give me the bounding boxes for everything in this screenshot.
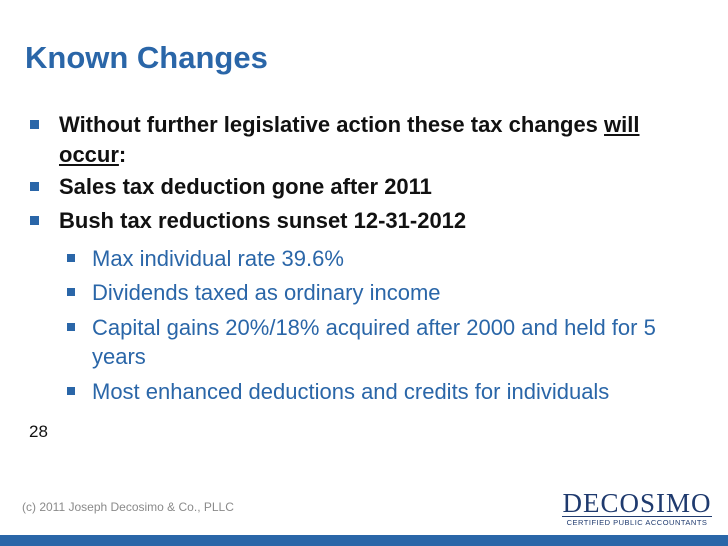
- sub-bullet-text: Max individual rate 39.6%: [92, 246, 344, 271]
- bottom-accent-bar: [0, 535, 728, 546]
- bullet-square-icon: [30, 216, 39, 225]
- bullet-square-icon: [30, 120, 39, 129]
- footer-copyright: (c) 2011 Joseph Decosimo & Co., PLLC: [22, 500, 234, 514]
- sub-bullet-square-icon: [67, 387, 75, 395]
- sub-bullet-item: Dividends taxed as ordinary income: [67, 278, 682, 307]
- sub-bullet-square-icon: [67, 254, 75, 262]
- bullet-text: Sales tax deduction gone after 2011: [59, 174, 432, 199]
- bullet-item: Without further legislative action these…: [30, 110, 699, 170]
- decosimo-logo: DECOSIMO CERTIFIED PUBLIC ACCOUNTANTS: [562, 490, 712, 527]
- sub-bullet-square-icon: [67, 288, 75, 296]
- slide-title: Known Changes: [25, 40, 268, 75]
- sub-bullet-text: Most enhanced deductions and credits for…: [92, 379, 610, 404]
- sub-bullet-item: Max individual rate 39.6%: [67, 244, 682, 273]
- bullet-text: Without further legislative action these…: [59, 112, 605, 137]
- bullet-square-icon: [30, 182, 39, 191]
- bullet-underlined-text: will occur: [59, 112, 640, 167]
- slide-number: 28: [29, 422, 48, 441]
- logo-tagline: CERTIFIED PUBLIC ACCOUNTANTS: [562, 516, 712, 527]
- bullet-punctuation: :: [118, 142, 127, 167]
- sub-bullet-item: Most enhanced deductions and credits for…: [67, 377, 702, 406]
- sub-bullet-item: Capital gains 20%/18% acquired after 200…: [67, 313, 682, 371]
- logo-name: DECOSIMO: [562, 488, 712, 518]
- bullet-item: Sales tax deduction gone after 2011: [30, 172, 699, 202]
- bullet-text: Bush tax reductions sunset 12-31-2012: [59, 208, 467, 233]
- sub-bullet-text: Dividends taxed as ordinary income: [92, 280, 441, 305]
- bullet-item: Bush tax reductions sunset 12-31-2012: [30, 206, 699, 236]
- sub-bullet-text: Capital gains 20%/18% acquired after 200…: [92, 315, 656, 369]
- sub-bullet-square-icon: [67, 323, 75, 331]
